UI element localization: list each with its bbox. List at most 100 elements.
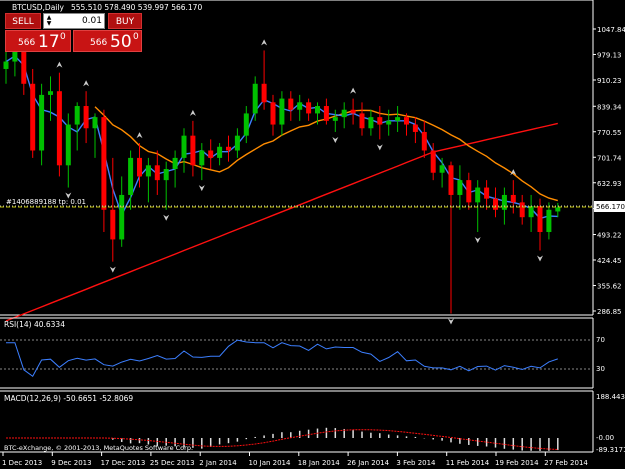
fractal-down-icon — [163, 214, 170, 221]
buy-button[interactable]: BUY — [108, 13, 142, 29]
macd-tick-top: 188.4434 — [596, 393, 625, 401]
macd-histogram — [112, 427, 559, 451]
price-tick-label: 770.55 — [597, 129, 622, 137]
candle — [270, 94, 276, 136]
ma-fast — [5, 55, 558, 220]
sell-price-button[interactable]: 566 17 0 — [5, 30, 71, 52]
candle — [323, 98, 329, 125]
lot-size-input[interactable] — [56, 14, 102, 28]
candle — [421, 120, 427, 158]
candle — [519, 194, 525, 225]
candle — [368, 109, 374, 136]
lot-down-icon[interactable]: ▼ — [46, 20, 52, 27]
fractal-up-icon — [83, 80, 90, 87]
candle — [493, 187, 498, 218]
candle — [83, 91, 89, 144]
chart-header-ohlc: 555.510 578.490 539.997 566.170 — [71, 3, 202, 12]
sell-price-small: 566 — [18, 38, 36, 48]
fractal-up-icon — [510, 169, 517, 176]
time-tick-label: 27 Feb 2014 — [544, 459, 588, 467]
price-tick-label: 910.23 — [597, 77, 622, 85]
time-tick-label: 3 Feb 2014 — [396, 459, 436, 467]
time-tick-label: 1 Dec 2013 — [2, 459, 42, 467]
time-tick-label: 2 Jan 2014 — [199, 459, 237, 467]
candles — [3, 43, 561, 314]
candle — [430, 143, 436, 181]
fractal-down-icon — [198, 185, 205, 192]
candle — [163, 161, 169, 210]
candle — [48, 76, 53, 121]
candle — [261, 50, 267, 110]
price-tick-label: 493.22 — [597, 232, 622, 240]
fractal-down-icon — [109, 266, 116, 273]
candle — [297, 94, 303, 121]
candle — [119, 176, 125, 247]
price-tick-label: 424.45 — [597, 257, 622, 265]
candle — [101, 109, 107, 233]
rsi-line — [6, 339, 558, 378]
candle — [39, 83, 45, 166]
order-line-label: #1406889188 tp: 0.01 — [6, 198, 86, 206]
chart-header-symbol: BTCUSD,Daily — [12, 3, 64, 12]
price-pane[interactable]: #1406889188 tp: 0.01 BTCUSD,Daily 555.51… — [0, 0, 594, 325]
price-tick-label: 839.34 — [597, 103, 622, 111]
candle — [332, 109, 338, 132]
one-click-trading-panel: SELL ▲ ▼ BUY 566 17 0 566 50 0 — [5, 13, 142, 52]
lot-stepper[interactable]: ▲ ▼ — [45, 15, 53, 27]
fractal-down-icon — [537, 255, 543, 262]
candle — [154, 150, 160, 195]
candle — [65, 113, 71, 188]
fractal-up-icon — [261, 39, 268, 46]
candle — [395, 106, 401, 132]
candle — [21, 46, 27, 95]
candle — [137, 143, 142, 188]
fractal-up-icon — [350, 87, 357, 94]
time-tick-label: 17 Dec 2013 — [101, 459, 146, 467]
buy-price-big: 50 — [110, 32, 132, 52]
candle — [359, 102, 365, 136]
candle — [341, 102, 347, 129]
candle — [234, 128, 240, 158]
buy-price-button[interactable]: 566 50 0 — [73, 30, 142, 52]
candle — [74, 102, 80, 151]
candle — [181, 128, 187, 173]
candle — [172, 150, 178, 188]
sell-button[interactable]: SELL — [5, 13, 41, 29]
candle — [217, 143, 223, 166]
fractal-up-icon — [56, 61, 63, 68]
time-tick-label: 19 Feb 2014 — [495, 459, 539, 467]
time-tick-label: 10 Jan 2014 — [249, 459, 292, 467]
macd-pane[interactable]: MACD(12,26,9) -50.6651 -52.8069 188.4434… — [0, 390, 625, 454]
lot-up-icon[interactable]: ▲ — [46, 14, 52, 21]
macd-tick-zero: -0.00 — [596, 434, 614, 442]
candle — [484, 180, 490, 210]
fractal-down-icon — [65, 192, 72, 199]
price-tick-label: 701.74 — [597, 154, 622, 162]
candle — [510, 180, 516, 214]
candle — [243, 106, 249, 144]
candle — [457, 165, 463, 210]
lot-size-field[interactable]: ▲ ▼ — [43, 13, 105, 29]
sell-price-big: 17 — [38, 32, 60, 52]
buy-price-small: 566 — [90, 38, 108, 48]
macd-signal-line — [6, 429, 558, 450]
candle — [555, 202, 561, 218]
rsi-pane[interactable]: RSI(14) 40.6334 70 30 — [0, 317, 605, 389]
time-tick-label: 18 Jan 2014 — [298, 459, 341, 467]
candle — [92, 113, 98, 158]
rsi-label: RSI(14) 40.6334 — [4, 320, 65, 329]
price-tick-label: 979.13 — [597, 51, 622, 59]
sell-price-sup: 0 — [60, 32, 66, 42]
candle — [199, 143, 205, 181]
macd-label: MACD(12,26,9) -50.6651 -52.8069 — [4, 394, 133, 403]
price-tick-label: 355.62 — [597, 283, 622, 291]
time-tick-label: 25 Dec 2013 — [150, 459, 195, 467]
candle — [448, 161, 454, 314]
candle — [30, 68, 36, 158]
current-price-label: 566.170 — [596, 203, 625, 211]
candle — [466, 172, 472, 210]
time-tick-label: 11 Feb 2014 — [446, 459, 490, 467]
price-axis: 1047.84 979.13 910.23 839.34 770.55 701.74 632… — [593, 26, 625, 316]
rsi-level-30: 30 — [596, 365, 605, 373]
